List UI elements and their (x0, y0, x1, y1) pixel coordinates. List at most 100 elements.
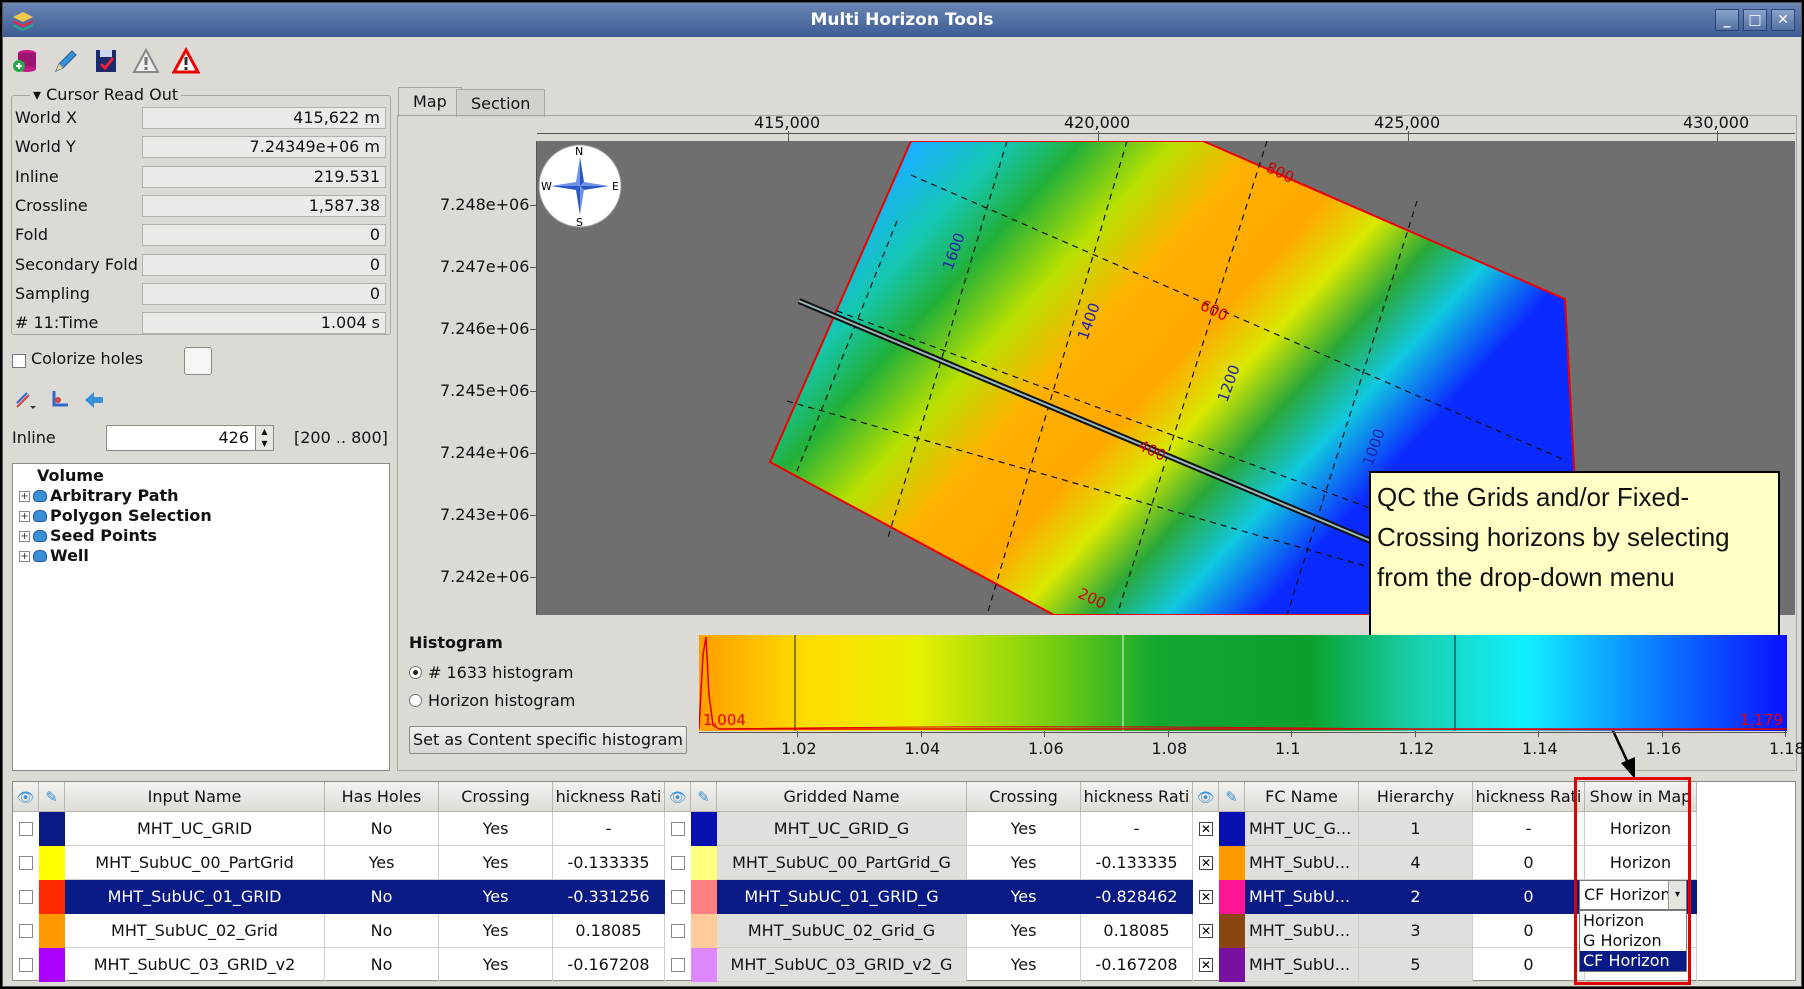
gridded-color-swatch[interactable] (691, 812, 717, 846)
hist-min-label: 1,004 (703, 711, 746, 729)
option-horizon-histogram[interactable]: Horizon histogram (409, 691, 575, 710)
minimize-button[interactable]: _ (1715, 9, 1739, 31)
table-cell-holes: No (325, 914, 439, 948)
table-cell-ratio: -0.331256 (553, 880, 665, 914)
show-in-map-dropdown[interactable]: Horizon G Horizon CF Horizon (1579, 910, 1687, 972)
hist-x-tick-label: 1.08 (1151, 739, 1188, 758)
column-header[interactable]: FC Name (1245, 782, 1359, 812)
column-header[interactable]: Crossing (967, 782, 1081, 812)
fc-visibility-checkbox[interactable]: ✕ (1199, 856, 1213, 870)
fc-color-swatch[interactable] (1219, 948, 1245, 982)
readout-value: 0 (142, 224, 386, 247)
visibility-checkbox[interactable] (19, 924, 33, 938)
tab-map[interactable]: Map (398, 87, 462, 117)
gridded-color-swatch[interactable] (691, 880, 717, 914)
fc-color-swatch[interactable] (1219, 914, 1245, 948)
color-swatch[interactable] (39, 948, 65, 982)
collapse-triangle-icon[interactable]: ▾ (33, 85, 47, 104)
spin-down-icon[interactable]: ▼ (255, 438, 273, 450)
element-tree[interactable]: Volume + Arbitrary Path + Polygon Selectio… (12, 463, 390, 771)
column-header[interactable]: Show in Map (1585, 782, 1697, 812)
spin-up-icon[interactable]: ▲ (255, 426, 273, 438)
column-header[interactable]: Gridded Name (717, 782, 967, 812)
readout-value: 219.531 (142, 165, 386, 188)
compass-icon: N S W E (538, 144, 622, 229)
tree-item-volume[interactable]: Volume (37, 466, 104, 485)
database-icon[interactable] (11, 46, 41, 76)
fc-visibility-checkbox[interactable]: ✕ (1199, 958, 1213, 972)
gridded-color-swatch[interactable] (691, 948, 717, 982)
column-header[interactable]: Hierarchy (1359, 782, 1473, 812)
visibility-checkbox[interactable] (19, 958, 33, 972)
fc-visibility-checkbox[interactable]: ✕ (1199, 890, 1213, 904)
tree-item-seed-points[interactable]: + Seed Points (19, 526, 158, 545)
tab-section[interactable]: Section (456, 89, 546, 117)
warning-gray-icon[interactable] (131, 46, 161, 76)
visibility-checkbox[interactable] (19, 890, 33, 904)
table-cell-show[interactable]: Horizon (1585, 812, 1697, 846)
table-cell-holes: Yes (325, 846, 439, 880)
histogram-colorbar[interactable]: 1,004 1,179 (699, 635, 1787, 731)
option-1633-histogram[interactable]: # 1633 histogram (409, 663, 573, 682)
readout-title: Cursor Read Out (46, 85, 179, 104)
dropdown-option-g-horizon[interactable]: G Horizon (1583, 931, 1662, 950)
fc-color-swatch[interactable] (1219, 880, 1245, 914)
gridded-color-swatch[interactable] (691, 846, 717, 880)
inline-label: Inline (12, 428, 56, 447)
y-tick-mark (530, 205, 537, 206)
gridded-visibility-checkbox[interactable] (671, 924, 685, 938)
fc-color-swatch[interactable] (1219, 812, 1245, 846)
gridded-visibility-checkbox[interactable] (671, 890, 685, 904)
readout-value: 415,622 m (142, 107, 386, 129)
tree-item-polygon-selection[interactable]: + Polygon Selection (19, 506, 212, 525)
table-cell-ratio: -0.133335 (553, 846, 665, 880)
hist-x-tick-mark (797, 731, 798, 737)
color-swatch[interactable] (39, 846, 65, 880)
arrow-left-icon[interactable] (83, 389, 105, 411)
maximize-button[interactable]: □ (1743, 9, 1767, 31)
table-cell-show[interactable]: Horizon (1585, 846, 1697, 880)
color-swatch[interactable] (39, 812, 65, 846)
set-content-histogram-button[interactable]: Set as Content specific histogram (409, 726, 687, 754)
warning-red-icon[interactable] (171, 46, 201, 76)
tree-item-arbitrary-path[interactable]: + Arbitrary Path (19, 486, 179, 505)
visibility-checkbox[interactable] (19, 822, 33, 836)
gridded-visibility-checkbox[interactable] (671, 822, 685, 836)
pencil-icon[interactable] (51, 46, 81, 76)
hist-x-tick-label: 1.16 (1645, 739, 1682, 758)
chevron-down-icon[interactable]: ▾ (1668, 881, 1686, 909)
table-cell-gcrossing: Yes (967, 914, 1081, 948)
pick-line-icon[interactable] (15, 389, 37, 411)
readout-value: 1,587.38 (142, 194, 386, 217)
color-swatch[interactable] (39, 880, 65, 914)
column-header[interactable]: Crossing (439, 782, 553, 812)
show-in-map-combobox[interactable]: CF Horizon ▾ (1579, 880, 1687, 910)
dropdown-option-horizon[interactable]: Horizon (1583, 911, 1645, 930)
color-picker-button[interactable] (184, 347, 212, 375)
table-cell-gratio: -0.167208 (1081, 948, 1193, 982)
readout-label: Crossline (15, 195, 88, 215)
gridded-visibility-checkbox[interactable] (671, 958, 685, 972)
table-cell-hier: 2 (1359, 880, 1473, 914)
column-header[interactable]: Has Holes (325, 782, 439, 812)
gridded-color-swatch[interactable] (691, 914, 717, 948)
inline-spinbox[interactable]: 426 ▲ ▼ (106, 425, 274, 451)
gridded-visibility-checkbox[interactable] (671, 856, 685, 870)
column-header[interactable]: hickness Rati (1081, 782, 1193, 812)
colorize-holes-checkbox[interactable] (12, 354, 26, 368)
fc-visibility-checkbox[interactable]: ✕ (1199, 822, 1213, 836)
save-check-icon[interactable] (91, 46, 121, 76)
column-header[interactable]: Input Name (65, 782, 325, 812)
color-swatch[interactable] (39, 914, 65, 948)
table-cell-show[interactable] (1585, 948, 1697, 982)
fc-visibility-checkbox[interactable]: ✕ (1199, 924, 1213, 938)
column-header[interactable]: hickness Rati (553, 782, 665, 812)
table-cell-holes: No (325, 880, 439, 914)
fc-color-swatch[interactable] (1219, 846, 1245, 880)
column-header[interactable]: hickness Rati (1473, 782, 1585, 812)
tree-item-well[interactable]: + Well (19, 546, 89, 565)
dropdown-option-cf-horizon[interactable]: CF Horizon (1580, 951, 1686, 971)
pick-point-icon[interactable] (49, 389, 71, 411)
close-button[interactable]: ✕ (1771, 9, 1795, 31)
visibility-checkbox[interactable] (19, 856, 33, 870)
